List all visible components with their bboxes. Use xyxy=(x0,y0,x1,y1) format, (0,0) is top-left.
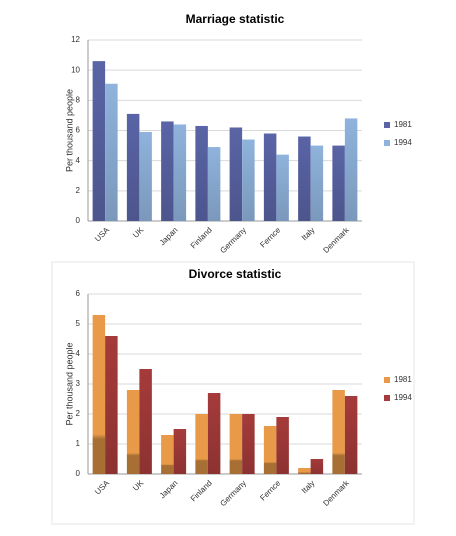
legend-label: 1981 xyxy=(394,120,412,129)
x-tick-label: Italy xyxy=(300,226,317,243)
bar xyxy=(161,121,174,221)
legend-swatch xyxy=(384,140,390,146)
bar xyxy=(242,414,255,474)
bar xyxy=(207,393,221,474)
x-tick-label: USA xyxy=(93,225,111,243)
bar xyxy=(276,154,289,221)
legend-swatch xyxy=(384,122,390,128)
bar xyxy=(195,125,208,221)
chart-title: Marriage statistic xyxy=(186,12,285,26)
y-tick-label: 0 xyxy=(76,216,81,225)
bar xyxy=(242,139,255,221)
bar xyxy=(105,336,118,474)
y-tick-label: 6 xyxy=(76,289,81,298)
y-tick-label: 5 xyxy=(76,319,81,328)
bar xyxy=(263,133,277,221)
bar xyxy=(263,426,277,474)
bar xyxy=(207,147,221,221)
bar xyxy=(310,145,324,221)
bar xyxy=(298,136,311,221)
chart-title: Divorce statistic xyxy=(189,267,282,281)
y-tick-label: 12 xyxy=(71,35,80,44)
y-tick-label: 3 xyxy=(76,379,81,388)
legend-label: 1994 xyxy=(394,138,412,147)
bar xyxy=(173,124,187,221)
bar xyxy=(92,315,106,474)
bar xyxy=(173,429,187,474)
y-tick-label: 4 xyxy=(76,156,81,165)
bar xyxy=(344,396,358,474)
x-tick-label: Germany xyxy=(218,226,248,256)
bar xyxy=(332,145,345,221)
y-tick-label: 1 xyxy=(76,439,81,448)
bar xyxy=(229,414,243,474)
y-tick-label: 2 xyxy=(76,186,81,195)
bar xyxy=(195,414,208,474)
bar xyxy=(229,127,243,221)
x-tick-label: Denmark xyxy=(321,225,351,255)
legend-swatch xyxy=(384,395,390,401)
legend-label: 1981 xyxy=(394,375,412,384)
legend-label: 1994 xyxy=(394,393,412,402)
bar xyxy=(332,390,345,474)
bar xyxy=(105,83,118,221)
y-axis-label: Per thousand people xyxy=(64,89,74,172)
bar xyxy=(139,132,152,221)
x-tick-label: Finland xyxy=(189,226,214,251)
bar xyxy=(139,369,152,474)
bar xyxy=(126,390,140,474)
bar xyxy=(161,435,174,474)
x-tick-label: Japan xyxy=(158,226,180,248)
y-tick-label: 8 xyxy=(76,95,81,104)
y-tick-label: 6 xyxy=(76,126,81,135)
bar xyxy=(276,417,289,474)
bar xyxy=(126,113,140,221)
y-tick-label: 2 xyxy=(76,409,81,418)
bar xyxy=(310,459,324,474)
legend-swatch xyxy=(384,377,390,383)
x-tick-label: UK xyxy=(131,225,146,240)
bar xyxy=(344,118,358,221)
x-tick-label: Fernce xyxy=(258,225,282,249)
bar xyxy=(298,468,311,474)
y-tick-label: 0 xyxy=(76,469,81,478)
bar xyxy=(92,61,106,221)
y-tick-label: 10 xyxy=(71,65,80,74)
y-tick-label: 4 xyxy=(76,349,81,358)
y-axis-label: Per thousand people xyxy=(64,342,74,425)
